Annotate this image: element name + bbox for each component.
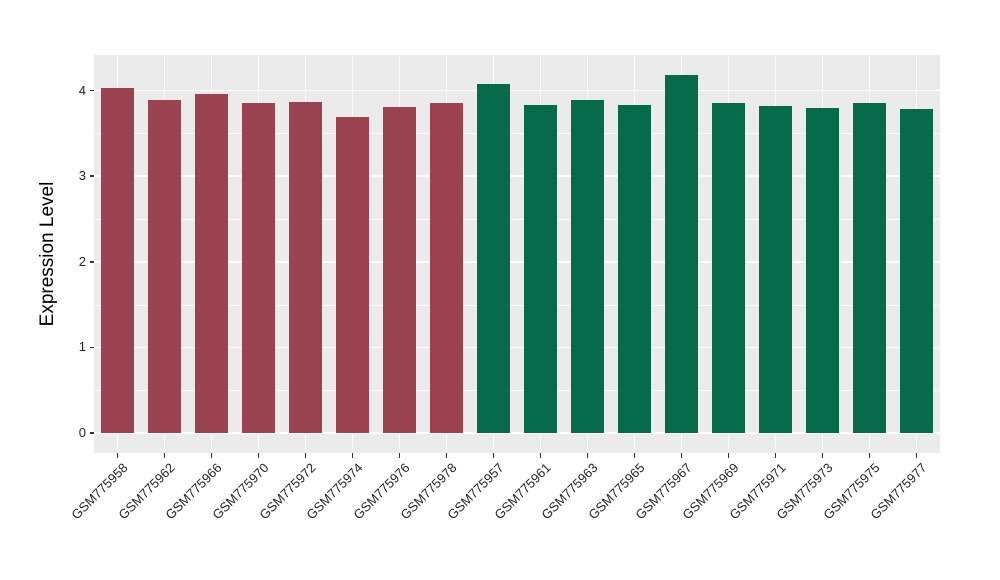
bar-GSM775973 (806, 107, 839, 433)
bar-GSM775974 (336, 117, 369, 433)
major-gridline (94, 432, 940, 434)
x-tick-mark (257, 453, 260, 458)
x-tick-mark (351, 453, 354, 458)
x-tick-mark (398, 453, 401, 458)
bar-GSM775965 (618, 105, 651, 433)
major-gridline (94, 175, 940, 177)
y-tick-label: 0 (78, 425, 86, 440)
y-tick-label: 4 (78, 82, 86, 98)
x-tick-mark (445, 453, 448, 458)
x-tick-mark (163, 453, 166, 458)
y-tick-mark (89, 261, 94, 263)
x-tick-mark (633, 453, 636, 458)
x-tick-mark (210, 453, 213, 458)
y-tick-label: 1 (78, 339, 86, 355)
bar-GSM775971 (759, 106, 792, 433)
y-tick-mark (89, 175, 94, 177)
bar-GSM775977 (900, 108, 933, 433)
y-tick-mark (89, 346, 94, 349)
minor-gridline (94, 219, 940, 220)
bar-GSM775961 (524, 105, 557, 433)
plot-panel (94, 55, 940, 453)
major-gridline (94, 346, 940, 349)
bar-GSM775975 (853, 102, 886, 433)
y-tick-mark (89, 432, 94, 434)
x-tick-mark (821, 453, 824, 458)
x-tick-mark (539, 453, 542, 458)
x-tick-mark (915, 453, 918, 458)
y-tick-mark (89, 89, 94, 92)
x-tick-mark (586, 453, 589, 458)
x-tick-mark (868, 453, 871, 458)
x-tick-mark (304, 453, 307, 458)
bar-GSM775962 (148, 100, 181, 433)
bar-GSM775967 (665, 75, 698, 433)
x-tick-mark (727, 453, 730, 458)
bar-GSM775976 (383, 106, 416, 433)
bar-GSM775963 (571, 100, 604, 433)
x-tick-mark (680, 453, 683, 458)
x-tick-mark (116, 453, 119, 458)
bar-GSM775969 (712, 103, 745, 433)
y-tick-label: 3 (78, 168, 86, 184)
minor-gridline (94, 133, 940, 135)
bar-GSM775966 (195, 94, 228, 433)
bar-GSM775972 (289, 101, 322, 433)
bar-GSM775958 (101, 88, 134, 433)
y-tick-label: 2 (78, 253, 86, 269)
minor-gridline (94, 304, 940, 306)
bar-GSM775978 (430, 102, 463, 433)
bar-GSM775970 (242, 102, 275, 433)
x-tick-mark (774, 453, 777, 458)
x-tick-mark (492, 453, 495, 458)
minor-gridline (94, 390, 940, 392)
bar-GSM775957 (477, 83, 510, 433)
major-gridline (94, 89, 940, 92)
major-gridline (94, 261, 940, 263)
